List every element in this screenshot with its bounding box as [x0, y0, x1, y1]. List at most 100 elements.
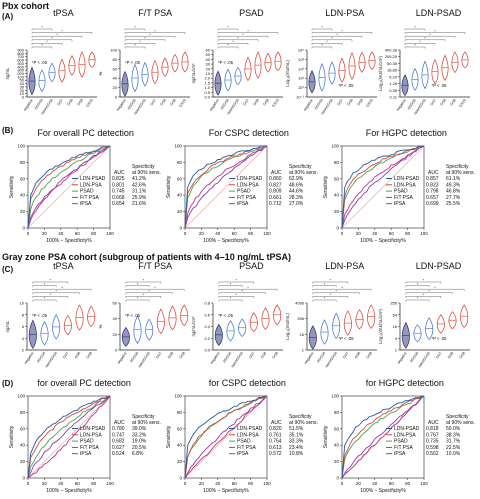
panelB-2-reference-line — [341, 145, 425, 229]
panelD-2-legend-spec-F/T PSA: 22.5% — [446, 445, 461, 451]
panelA-2-ytick-label: 0.5 — [204, 90, 210, 95]
panelA-0-title: tPSA — [53, 8, 74, 18]
panelC-4-xcat-nonASGS6: nonASGS6 — [417, 351, 431, 368]
panelD-0-curve-PSAD — [27, 395, 111, 479]
panelB-0-curve-PSAD — [27, 145, 111, 229]
panelC-0-ytick-label: 2 — [22, 348, 25, 353]
panelC-2-sig-bracket — [218, 281, 255, 284]
panelB-2-xtick-label: 100 — [420, 231, 428, 236]
panelD-0-title: for overall PC detection — [37, 378, 131, 388]
panelA-4-sig-bracket — [404, 28, 426, 31]
panelB-1-legend-name-LDN-PSAD: LDN-PSAD — [237, 176, 263, 182]
panelD-1-auc-header: AUC — [271, 420, 282, 426]
panelA-3-xcat-GS9: GS9 — [356, 98, 363, 106]
panelB-1-legend-spec-F/T PSA: 28.3% — [289, 195, 304, 201]
panelB-0-legend-name-tPSA: tPSA — [80, 201, 92, 207]
panelA-1-sig-bracket — [124, 36, 176, 38]
panelA-0-xcat-negative: negative — [23, 98, 34, 111]
panelC-3-ytick-label: 1 — [302, 348, 305, 353]
panelB-2-legend-spec-LDN-PSAD: 61.1% — [446, 176, 461, 182]
panelB-2-curve-tPSA — [341, 145, 425, 229]
panelA-0-violin-nonASGS6 — [48, 62, 56, 83]
panelB-0-auc-header: AUC — [114, 170, 125, 176]
panelA-0-sig-bracket — [31, 28, 53, 31]
panelC-0-sig-bracket — [32, 285, 57, 288]
panelD-0-legend-spec-tPSA: 6.8% — [132, 451, 144, 457]
panelC-4-ytick-label: 16 — [393, 324, 398, 329]
panelD-1-legend-name-tPSA: tPSA — [237, 451, 249, 457]
panel-label-b: (B) — [2, 126, 14, 135]
panelC-2-sig-star: * — [230, 297, 232, 301]
panelA-4-ytick-label: 50.35 — [387, 61, 398, 66]
panelD-2-frame — [341, 395, 425, 479]
panelD-0-curve-F/T PSA — [27, 395, 111, 479]
panelB-0-legend-spec-LDN-PSA: 42.6% — [132, 182, 147, 188]
panelC-3-violin-GS9 — [367, 304, 376, 329]
panelA-3-ytick-label: 10¹ — [298, 76, 304, 81]
panelD-2-legend-name-LDN-PSA: LDN-PSA — [394, 432, 416, 438]
panelD-0-ytick-label: 100 — [17, 394, 25, 399]
panelC-3-sig-bracket — [312, 289, 372, 291]
panelC-2-xcat-ASGS6: ASGS6 — [222, 351, 232, 363]
panelB-0-curve-LDN-PSAD — [27, 145, 111, 229]
panelA-1-pvalue-note: *P < .05 — [125, 60, 141, 65]
panelD-0-legend-spec-PSAD: 19.0% — [132, 439, 147, 445]
panelA-2-ytick-label: 40 — [206, 57, 211, 62]
panel-label-a: (A) — [2, 12, 14, 21]
panelA-3-title: LDN-PSA — [325, 8, 365, 18]
panelC-4-ytick-label: 256 — [390, 301, 397, 306]
panelB-0-title: For overall PC detection — [37, 128, 134, 138]
panelB-1-ytick-label: 60 — [177, 176, 183, 181]
panelD-1-curve-tPSA — [184, 395, 268, 479]
panelA-2-ytick-label: 1.0 — [204, 85, 210, 90]
panelA-2-violin-GS7 — [244, 56, 252, 82]
panelD-0-legend-auc-LDN-PSA: 0.747 — [112, 432, 125, 438]
panelC-0-ylabel: ng/mL — [5, 320, 10, 332]
panelC-1-violin-nonASGS6 — [145, 318, 154, 341]
panelA-2-sig-bracket — [217, 43, 249, 45]
panelD-0-xlabel: 100% − Specificity% — [46, 488, 92, 494]
panelC-2-ytick-label: 0.2 — [204, 336, 210, 341]
panelB-2-ylabel: Sensitivity — [323, 175, 329, 198]
panelA-2-sig-bracket — [217, 32, 279, 35]
panelC-1-xcat-GS9: GS9 — [179, 351, 186, 359]
panelA-0-ytick-label: 200 — [17, 71, 24, 76]
panelD-1-curve-LDN-PSAD — [184, 395, 267, 479]
panelC-3-ytick-label: 4096 — [295, 301, 305, 306]
panelC-2-xcat-GS7: GS7 — [248, 351, 255, 359]
panelC-2-xcat-negative: negative — [210, 351, 221, 364]
panelD-1-legend-name-PSAD: PSAD — [237, 439, 251, 445]
panelB-1-curve-tPSA — [184, 145, 268, 229]
panelC-0-xcat-GS8: GS8 — [74, 351, 81, 359]
panelA-4-ytick-label: 205.25 — [385, 54, 398, 59]
panelB-2-xtick-label: 40 — [372, 231, 378, 236]
panelA-0-ytick-label: 900 — [17, 48, 24, 53]
panelA-2-xcat-GS9: GS9 — [262, 98, 269, 106]
panelA-1-violin-GS7 — [151, 59, 159, 85]
panelA-1-sig-bracket — [124, 39, 166, 42]
panelC-3-title: LDN-PSA — [325, 261, 365, 271]
panelA-2-ytick-label: 0.0 — [204, 95, 210, 100]
panel-label-d: (D) — [2, 379, 14, 388]
panelA-4-sig-bracket — [404, 32, 466, 35]
panelD-2-plot: 00 20 20 40 40 60 60 80 80 100 100 100% − Specifici… — [323, 394, 475, 495]
panelA-0-ytick-label: 300 — [17, 68, 24, 73]
panelD-1-reference-line — [184, 395, 268, 479]
panelA-3-sig-star: * — [321, 26, 323, 30]
panelB-1-xtick-label: 20 — [199, 231, 205, 236]
panelA-4-violin-ASGS6 — [411, 67, 419, 91]
panelB-1-xtick-label: 40 — [215, 231, 221, 236]
panelD-2-xlabel: 100% − Specificity% — [360, 488, 406, 494]
panelB-1-xtick-label: 0 — [184, 231, 187, 236]
panelB-2-curve-F/T PSA — [341, 145, 425, 229]
panelA-0-sig-star: * — [41, 44, 43, 48]
panelB-2-legend-name-tPSA: tPSA — [394, 201, 406, 207]
panelA-4-xcat-negative: negative — [396, 98, 407, 111]
panelD-0-legend-name-LDN-PSA: LDN-PSA — [80, 432, 102, 438]
panelC-4-sig-star: * — [428, 290, 430, 294]
panelC-2-violin-GS7 — [249, 312, 258, 333]
panelA-3-sig-bracket — [311, 32, 373, 35]
panelA-2-ytick-label: 2.0 — [204, 76, 210, 81]
